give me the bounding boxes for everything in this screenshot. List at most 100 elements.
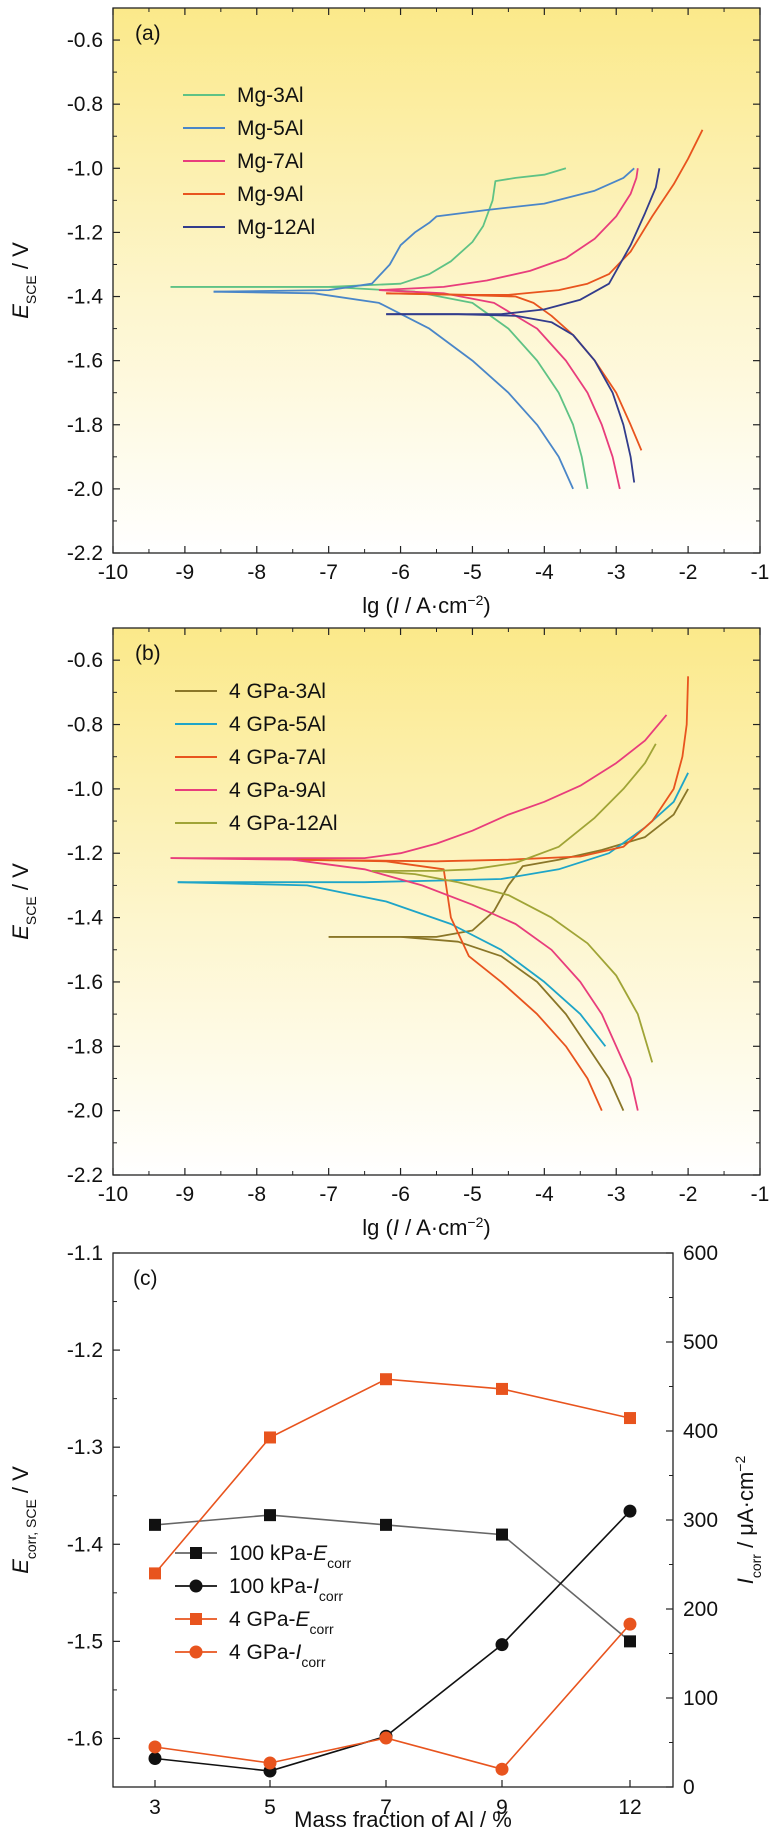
legend-label: 4 GPa-3Al xyxy=(229,680,326,703)
x-tick-label: -6 xyxy=(391,561,410,584)
panel-b: -10 -9 -8 -7 -6 -5 -4 -3 -2 -1 -0.6 -0.8 -1.0 -1.2 -1.… xyxy=(8,627,769,1240)
data-point-square xyxy=(380,1518,392,1531)
y-tick-label: -1.0 xyxy=(67,157,103,180)
y-left-tick-label: -1.1 xyxy=(67,1242,103,1265)
y-right-tick-label: 300 xyxy=(683,1509,718,1532)
y-tick-label: -1.0 xyxy=(67,778,103,801)
panel-a: -10 -9 -8 -7 -6 -5 -4 -3 -2 -1 -0.6 -0.8 -1.0 -1.2 -1.… xyxy=(8,7,770,618)
y-left-tick-label: -1.6 xyxy=(67,1727,103,1750)
panel-c: 3 5 7 9 12 -1.1 -1.2 -1.3 -1.4 -1.5 -1.6 0 100 200 300… xyxy=(8,1242,764,1830)
y-tick-label: -2.0 xyxy=(67,1100,103,1123)
y-tick-label: -2.0 xyxy=(67,478,103,501)
legend-label: Mg-5Al xyxy=(237,117,304,140)
legend-label: 4 GPa-Ecorr xyxy=(229,1608,334,1637)
y-tick-label: -1.2 xyxy=(67,221,103,244)
series-4 GPa-5Al-anodic-curve xyxy=(177,772,689,884)
y-tick-label: -1.2 xyxy=(67,842,103,865)
data-point-circle xyxy=(148,1752,162,1766)
y-left-tick-label: -1.2 xyxy=(67,1339,103,1362)
x-tick-label: -1 xyxy=(751,561,770,584)
legend-label: Mg-9Al xyxy=(237,183,304,206)
legend-label: 4 GPa-5Al xyxy=(229,713,326,736)
series-4 GPa-3Al-cathodic-curve xyxy=(328,936,625,1111)
data-point-square xyxy=(496,1382,508,1395)
y-right-tick-label: 500 xyxy=(683,1331,718,1354)
series-Mg-5Al-anodic-curve xyxy=(213,167,635,293)
y-tick-label: -1.8 xyxy=(67,414,103,437)
plot-background xyxy=(113,628,760,1175)
y-left-tick-label: -1.5 xyxy=(67,1630,103,1653)
data-point-square xyxy=(496,1528,508,1541)
legend-label: Mg-7Al xyxy=(237,150,304,173)
series-Mg-7Al-anodic-curve xyxy=(378,168,639,291)
legend-swatch-square xyxy=(190,1613,202,1625)
series-Mg-3Al-anodic-curve xyxy=(170,167,567,288)
legend-label: 4 GPa-9Al xyxy=(229,779,326,802)
x-tick-label: 12 xyxy=(618,1796,641,1819)
y-left-tick-label: -1.3 xyxy=(67,1436,103,1459)
x-tick-label: -8 xyxy=(247,1183,266,1206)
x-tick-label: -3 xyxy=(607,561,626,584)
series-4 GPa-12Al-anodic-curve xyxy=(371,743,657,872)
y-tick-label: -2.2 xyxy=(67,542,103,565)
x-tick-label: 7 xyxy=(380,1796,392,1819)
y-tick-label: -1.4 xyxy=(67,907,104,930)
x-tick-label: -5 xyxy=(463,561,482,584)
x-tick-label: 5 xyxy=(264,1796,276,1819)
series-Mg-5Al-cathodic-curve xyxy=(213,290,574,490)
data-point-square xyxy=(264,1509,276,1522)
plot-background xyxy=(113,1253,673,1787)
y-right-tick-label: 0 xyxy=(683,1776,695,1799)
y-tick-label: -1.8 xyxy=(67,1035,103,1058)
legend-label: Mg-12Al xyxy=(237,216,315,239)
data-point-circle xyxy=(623,1617,637,1631)
data-point-square xyxy=(264,1431,276,1444)
legend-label: 100 kPa-Ecorr xyxy=(229,1542,352,1571)
legend-swatch-square xyxy=(190,1547,202,1559)
legend-swatch-circle xyxy=(189,1579,203,1593)
x-tick-label: 9 xyxy=(496,1796,508,1819)
x-tick-label: -3 xyxy=(607,1183,626,1206)
x-axis-label: lg (I / A·cm−2) xyxy=(362,1214,490,1240)
series-Mg-7Al-cathodic-curve xyxy=(378,289,621,490)
x-tick-label: -4 xyxy=(535,561,554,584)
legend-label: 100 kPa-Icorr xyxy=(229,1575,343,1604)
x-tick-label: -2 xyxy=(679,561,698,584)
legend-label: 4 GPa-12Al xyxy=(229,812,338,835)
y-left-axis-label: Ecorr, SCE / V xyxy=(8,1466,39,1574)
data-point-square xyxy=(149,1518,161,1531)
series-Mg-12Al-anodic-curve xyxy=(386,168,661,316)
y-axis-label: ESCE / V xyxy=(8,242,39,319)
y-tick-label: -0.6 xyxy=(67,649,103,672)
y-right-tick-label: 200 xyxy=(683,1598,718,1621)
x-tick-label: -6 xyxy=(391,1183,410,1206)
series-4 GPa-9Al-cathodic-curve xyxy=(170,857,639,1111)
series-4 GPa-5Al-cathodic-curve xyxy=(177,881,607,1047)
data-point-square xyxy=(380,1373,392,1386)
series-4 GPa-3Al-anodic-curve xyxy=(328,788,689,938)
y-tick-label: -2.2 xyxy=(67,1164,103,1187)
legend-label: Mg-3Al xyxy=(237,84,304,107)
y-tick-label: -1.4 xyxy=(67,286,104,309)
data-point-square xyxy=(149,1567,161,1580)
data-point-circle xyxy=(263,1756,277,1770)
series-4 GPa-12Al-cathodic-curve xyxy=(371,870,654,1063)
y-right-axis-label: Icorr / μA·cm−2 xyxy=(732,1456,764,1585)
data-point-circle xyxy=(495,1638,509,1652)
y-tick-label: -0.8 xyxy=(67,714,103,737)
series-Mg-9Al-anodic-curve xyxy=(386,129,704,296)
x-tick-label: -5 xyxy=(463,1183,482,1206)
y-left-tick-label: -1.4 xyxy=(67,1533,104,1556)
y-tick-label: -1.6 xyxy=(67,971,103,994)
data-point-circle xyxy=(495,1762,509,1776)
data-point-square xyxy=(624,1412,636,1425)
series-4 GPa-9Al-anodic-curve xyxy=(170,714,668,859)
panel-label: (a) xyxy=(135,22,161,45)
data-point-circle xyxy=(379,1731,393,1745)
panel-label: (c) xyxy=(133,1267,158,1290)
legend-label: 4 GPa-Icorr xyxy=(229,1641,326,1670)
y-axis-label: ESCE / V xyxy=(8,863,39,940)
y-right-tick-label: 100 xyxy=(683,1687,718,1710)
x-tick-label: -10 xyxy=(98,1183,128,1206)
